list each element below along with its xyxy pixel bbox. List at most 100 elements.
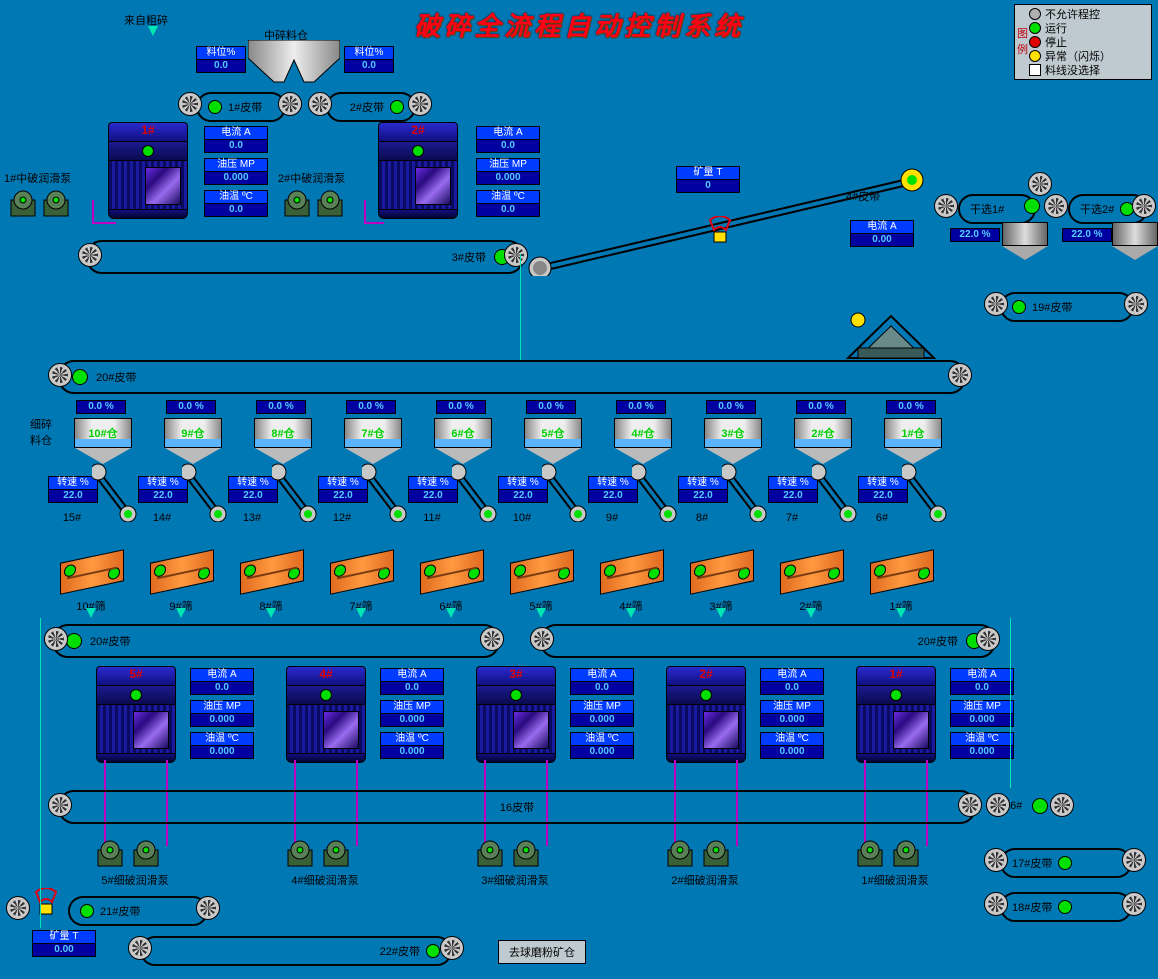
fine-crusher[interactable]: 3# [476, 666, 556, 763]
feeder-belt-icon[interactable] [542, 462, 588, 522]
feeder-speed[interactable]: 转速 % 22.0 [138, 476, 188, 503]
feeder-speed[interactable]: 转速 % 22.0 [48, 476, 98, 503]
fine-pump[interactable]: 4#细破润滑泵 [284, 836, 366, 888]
fine-bin[interactable]: 4#仓 [614, 418, 672, 464]
crusher-1[interactable]: 1# [108, 122, 188, 219]
feeder-speed[interactable]: 转速 % 22.0 [228, 476, 278, 503]
vibrating-screen[interactable]: 8#筛 [240, 556, 302, 592]
bin-pct[interactable]: 0.0 % [76, 400, 126, 414]
fine-crusher[interactable]: 2# [666, 666, 746, 763]
vibrating-screen[interactable]: 6#筛 [420, 556, 482, 592]
fc-oilt[interactable]: 油温 ºC0.000 [570, 732, 634, 759]
bin-pct[interactable]: 0.0 % [616, 400, 666, 414]
dry2-val[interactable]: 22.0 % [1062, 228, 1112, 242]
separator-2[interactable] [1112, 222, 1158, 260]
fc-oilp[interactable]: 油压 MP0.000 [190, 700, 254, 727]
belt-20-lower-l[interactable]: 20#皮带 [52, 624, 500, 658]
bin-pct[interactable]: 0.0 % [346, 400, 396, 414]
fc-oilt[interactable]: 油温 ºC0.000 [950, 732, 1014, 759]
fc-current[interactable]: 电流 A0.0 [190, 668, 254, 695]
fine-bin[interactable]: 2#仓 [794, 418, 852, 464]
fine-crusher[interactable]: 4# [286, 666, 366, 763]
bin-pct[interactable]: 0.0 % [796, 400, 846, 414]
vibrating-screen[interactable]: 10#筛 [60, 556, 122, 592]
vibrating-screen[interactable]: 9#筛 [150, 556, 212, 592]
fc-oilp[interactable]: 油压 MP0.000 [760, 700, 824, 727]
belt-3[interactable]: 3#皮带 [86, 240, 524, 274]
belt-1[interactable]: 1#皮带 [196, 92, 286, 122]
feeder-belt-icon[interactable] [272, 462, 318, 522]
bin-pct[interactable]: 0.0 % [706, 400, 756, 414]
belt-16[interactable]: 16皮带 [58, 790, 976, 824]
belt-2[interactable]: 2#皮带 [326, 92, 416, 122]
crusher2-current[interactable]: 电流 A0.0 [476, 126, 540, 153]
fine-bin[interactable]: 10#仓 [74, 418, 132, 464]
fine-crusher[interactable]: 1# [856, 666, 936, 763]
fine-pump[interactable]: 5#细破润滑泵 [94, 836, 176, 888]
feeder-belt-icon[interactable] [362, 462, 408, 522]
bin-pct[interactable]: 0.0 % [166, 400, 216, 414]
vibrating-screen[interactable]: 5#筛 [510, 556, 572, 592]
feeder-speed[interactable]: 转速 % 22.0 [858, 476, 908, 503]
feeder-belt-icon[interactable] [182, 462, 228, 522]
feeder-speed[interactable]: 转速 % 22.0 [408, 476, 458, 503]
vibrating-screen[interactable]: 2#筛 [780, 556, 842, 592]
ore-amount-2[interactable]: 矿量 T0.00 [32, 930, 96, 957]
feeder-belt-icon[interactable] [92, 462, 138, 522]
belt-19[interactable]: 19#皮带 [1000, 292, 1134, 322]
vibrating-screen[interactable]: 1#筛 [870, 556, 932, 592]
belt4-current[interactable]: 电流 A0.00 [850, 220, 914, 247]
feeder-belt-icon[interactable] [452, 462, 498, 522]
belt-21[interactable]: 21#皮带 [68, 896, 208, 926]
level-right[interactable]: 料位% 0.0 [344, 46, 394, 73]
belt-17[interactable]: 17#皮带 [1000, 848, 1132, 878]
belt-18[interactable]: 18#皮带 [1000, 892, 1132, 922]
crusher1-oilp[interactable]: 油压 MP0.000 [204, 158, 268, 185]
feeder-belt-icon[interactable] [722, 462, 768, 522]
pump-1[interactable] [8, 186, 90, 220]
fine-bin[interactable]: 8#仓 [254, 418, 312, 464]
feeder-speed[interactable]: 转速 % 22.0 [498, 476, 548, 503]
fc-oilp[interactable]: 油压 MP0.000 [950, 700, 1014, 727]
fc-oilp[interactable]: 油压 MP0.000 [570, 700, 634, 727]
fine-bin[interactable]: 3#仓 [704, 418, 762, 464]
feeder-belt-icon[interactable] [812, 462, 858, 522]
crusher1-oilt[interactable]: 油温 ºC0.0 [204, 190, 268, 217]
fine-crusher[interactable]: 5# [96, 666, 176, 763]
fine-bin[interactable]: 7#仓 [344, 418, 402, 464]
vibrating-screen[interactable]: 3#筛 [690, 556, 752, 592]
vibrating-screen[interactable]: 4#筛 [600, 556, 662, 592]
separator-1[interactable] [1002, 222, 1048, 260]
bin-pct[interactable]: 0.0 % [436, 400, 486, 414]
pump-2[interactable] [282, 186, 364, 220]
dry1-val[interactable]: 22.0 % [950, 228, 1000, 242]
feeder-belt-icon[interactable] [902, 462, 948, 522]
fc-current[interactable]: 电流 A0.0 [950, 668, 1014, 695]
fine-bin[interactable]: 5#仓 [524, 418, 582, 464]
fine-bin[interactable]: 6#仓 [434, 418, 492, 464]
fine-pump[interactable]: 1#细破润滑泵 [854, 836, 936, 888]
fine-pump[interactable]: 3#细破润滑泵 [474, 836, 556, 888]
fc-oilt[interactable]: 油温 ºC0.000 [190, 732, 254, 759]
bin-pct[interactable]: 0.0 % [256, 400, 306, 414]
bin-pct[interactable]: 0.0 % [886, 400, 936, 414]
feeder-speed[interactable]: 转速 % 22.0 [678, 476, 728, 503]
feeder-belt-icon[interactable] [632, 462, 678, 522]
feeder-speed[interactable]: 转速 % 22.0 [318, 476, 368, 503]
crusher1-current[interactable]: 电流 A0.0 [204, 126, 268, 153]
bin-pct[interactable]: 0.0 % [526, 400, 576, 414]
fine-bin[interactable]: 9#仓 [164, 418, 222, 464]
belt-20-lower-r[interactable]: 20#皮带 [540, 624, 996, 658]
fc-current[interactable]: 电流 A0.0 [570, 668, 634, 695]
crusher-2[interactable]: 2# [378, 122, 458, 219]
vibrating-screen[interactable]: 7#筛 [330, 556, 392, 592]
level-left[interactable]: 料位% 0.0 [196, 46, 246, 73]
fc-oilt[interactable]: 油温 ºC0.000 [760, 732, 824, 759]
fc-current[interactable]: 电流 A0.0 [380, 668, 444, 695]
fine-pump[interactable]: 2#细破润滑泵 [664, 836, 746, 888]
belt-22[interactable]: 22#皮带 [140, 936, 452, 966]
belt-20[interactable]: 20#皮带 [58, 360, 966, 394]
feeder-speed[interactable]: 转速 % 22.0 [588, 476, 638, 503]
fc-current[interactable]: 电流 A0.0 [760, 668, 824, 695]
fc-oilp[interactable]: 油压 MP0.000 [380, 700, 444, 727]
